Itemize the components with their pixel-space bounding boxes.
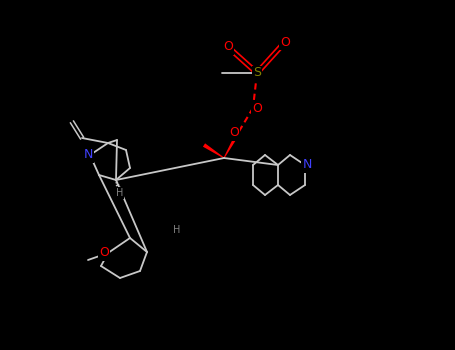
Text: H: H — [116, 188, 124, 198]
Text: N: N — [83, 148, 93, 161]
Text: O: O — [223, 41, 233, 54]
Text: N: N — [302, 159, 312, 172]
Text: O: O — [99, 246, 109, 259]
Text: O: O — [229, 126, 239, 140]
Text: O: O — [280, 35, 290, 49]
Polygon shape — [223, 132, 240, 158]
Polygon shape — [203, 143, 224, 159]
Text: S: S — [253, 66, 261, 79]
Text: O: O — [252, 102, 262, 114]
Text: H: H — [173, 225, 181, 235]
